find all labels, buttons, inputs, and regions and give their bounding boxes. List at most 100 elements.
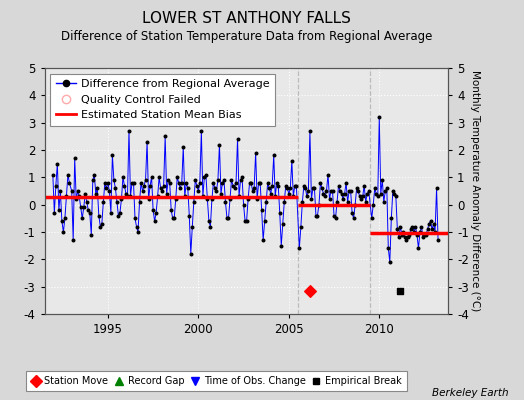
Point: [194, 188, 202, 194]
Legend: Station Move, Record Gap, Time of Obs. Change, Empirical Break: Station Move, Record Gap, Time of Obs. C…: [26, 372, 407, 391]
Point: [217, 190, 225, 197]
Point: [193, 182, 201, 189]
Point: [429, 221, 438, 227]
Point: [195, 180, 204, 186]
Point: [322, 188, 331, 194]
Point: [283, 185, 291, 192]
Point: [396, 288, 405, 294]
Point: [379, 199, 388, 205]
Point: [147, 174, 156, 180]
Point: [164, 177, 172, 183]
Point: [321, 193, 329, 200]
Point: [102, 185, 111, 192]
Point: [233, 136, 242, 142]
Point: [306, 288, 314, 294]
Point: [330, 212, 338, 219]
Point: [188, 223, 196, 230]
Point: [243, 218, 251, 224]
Point: [281, 182, 290, 189]
Point: [250, 185, 258, 192]
Point: [324, 171, 332, 178]
Point: [128, 180, 136, 186]
Point: [77, 204, 85, 210]
Point: [255, 180, 263, 186]
Point: [431, 229, 439, 235]
Point: [346, 188, 355, 194]
Point: [398, 232, 406, 238]
Point: [309, 185, 317, 192]
Point: [229, 182, 237, 189]
Point: [85, 210, 94, 216]
Point: [383, 185, 391, 192]
Point: [259, 237, 267, 243]
Point: [95, 212, 103, 219]
Point: [411, 223, 420, 230]
Point: [252, 150, 260, 156]
Point: [337, 190, 346, 197]
Point: [211, 185, 219, 192]
Point: [145, 196, 153, 202]
Point: [307, 196, 315, 202]
Point: [348, 210, 356, 216]
Text: Berkeley Earth: Berkeley Earth: [432, 388, 508, 398]
Point: [384, 245, 392, 252]
Point: [386, 259, 394, 265]
Point: [367, 215, 376, 222]
Point: [375, 114, 384, 120]
Legend: Difference from Regional Average, Quality Control Failed, Estimated Station Mean: Difference from Regional Average, Qualit…: [50, 74, 276, 126]
Point: [235, 193, 243, 200]
Point: [425, 221, 433, 227]
Point: [354, 188, 362, 194]
Point: [87, 232, 95, 238]
Point: [245, 180, 254, 186]
Point: [75, 193, 83, 200]
Point: [56, 188, 64, 194]
Point: [119, 174, 127, 180]
Point: [342, 180, 350, 186]
Point: [69, 237, 78, 243]
Point: [206, 223, 215, 230]
Point: [122, 190, 130, 197]
Point: [90, 171, 99, 178]
Point: [97, 221, 106, 227]
Point: [274, 182, 282, 189]
Point: [238, 174, 246, 180]
Point: [221, 199, 230, 205]
Point: [423, 226, 432, 232]
Point: [345, 188, 353, 194]
Point: [54, 207, 63, 213]
Point: [129, 180, 138, 186]
Point: [73, 188, 82, 194]
Point: [285, 190, 293, 197]
Point: [96, 223, 104, 230]
Point: [391, 193, 400, 200]
Point: [101, 180, 109, 186]
Point: [277, 242, 286, 249]
Point: [264, 180, 272, 186]
Point: [64, 171, 72, 178]
Point: [72, 196, 80, 202]
Point: [333, 199, 341, 205]
Point: [401, 234, 409, 241]
Point: [187, 251, 195, 257]
Point: [58, 218, 66, 224]
Point: [219, 180, 227, 186]
Point: [396, 223, 405, 230]
Point: [325, 196, 334, 202]
Point: [208, 196, 216, 202]
Point: [353, 185, 361, 192]
Point: [288, 158, 296, 164]
Point: [265, 185, 274, 192]
Point: [395, 234, 403, 241]
Point: [363, 190, 372, 197]
Point: [49, 171, 57, 178]
Point: [68, 188, 76, 194]
Point: [279, 221, 287, 227]
Point: [304, 188, 313, 194]
Point: [387, 215, 396, 222]
Text: LOWER ST ANTHONY FALLS: LOWER ST ANTHONY FALLS: [142, 11, 351, 26]
Point: [146, 182, 154, 189]
Point: [271, 193, 279, 200]
Point: [108, 152, 116, 159]
Point: [276, 210, 284, 216]
